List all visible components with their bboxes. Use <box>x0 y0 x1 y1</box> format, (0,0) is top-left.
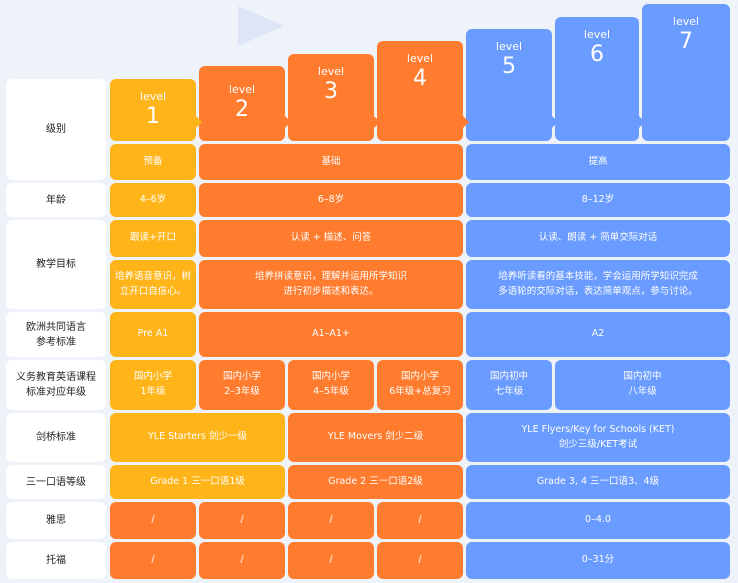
age-l5-7: 8–12岁 <box>466 183 730 217</box>
level-word: level <box>406 52 434 65</box>
arrow-right-icon <box>552 116 558 128</box>
level-number: 2 <box>235 97 249 123</box>
level-5-header: level 5 <box>466 29 552 141</box>
age-l1: 4–6岁 <box>110 183 196 217</box>
curriculum-l5: 国内初中 七年级 <box>466 360 552 410</box>
level-word: level <box>317 65 345 78</box>
play-decoration-icon <box>238 6 284 46</box>
stage-advanced: 提高 <box>466 144 730 180</box>
cefr-l5-7: A2 <box>466 312 730 357</box>
row-label-text: 雅思 <box>46 515 66 526</box>
toefl-l4: / <box>377 542 463 579</box>
trinity-l3-4: Grade 2 三一口语2级 <box>288 465 463 499</box>
row-label-goal: 教学目标 <box>6 220 106 309</box>
goal-top-l2-4: 认读 + 描述、问答 <box>199 220 463 257</box>
level-2-header: level 2 <box>199 66 285 141</box>
trinity-l1-2: Grade 1 三一口语1级 <box>110 465 285 499</box>
level-word: level <box>583 28 611 41</box>
cambridge-l1-2: YLE Starters 剑少一级 <box>110 413 285 462</box>
toefl-l3: / <box>288 542 374 579</box>
cambridge-l3-4: YLE Movers 剑少二级 <box>288 413 463 462</box>
level-number: 1 <box>146 103 160 129</box>
level-number: 5 <box>502 54 516 80</box>
arrow-right-icon <box>463 116 469 128</box>
ielts-l1: / <box>110 502 196 539</box>
curriculum-l2: 国内小学 2–3年级 <box>199 360 285 410</box>
row-label-level: 级别 <box>6 79 106 180</box>
arrow-right-icon <box>639 116 645 128</box>
level-1-header: level 1 <box>110 79 196 141</box>
row-label-trinity: 三一口语等级 <box>6 465 106 499</box>
toefl-l1: / <box>110 542 196 579</box>
cefr-l1: Pre A1 <box>110 312 196 357</box>
level-4-header: level 4 <box>377 41 463 141</box>
row-label-text: 年龄 <box>46 194 66 206</box>
cefr-l2-4: A1–A1+ <box>199 312 463 357</box>
level-number: 7 <box>679 29 693 55</box>
curriculum-l6-7: 国内初中 八年级 <box>555 360 730 410</box>
arrow-right-icon <box>285 116 291 128</box>
row-label-text: 教学目标 <box>36 259 76 270</box>
level-7-header: level 7 <box>642 4 730 141</box>
row-label-text: 欧洲共同语言 参考标准 <box>26 321 86 348</box>
level-word: level <box>139 89 167 103</box>
goal-top-l1: 跟读+开口 <box>110 220 196 257</box>
arrow-right-icon <box>374 116 380 128</box>
goal-bottom-l5-7: 培养听读看的基本技能，学会运用所学知识完成 多语轮的交际对话，表达简单观点，参与… <box>466 260 730 309</box>
curriculum-l1: 国内小学 1年级 <box>110 360 196 410</box>
row-label-text: 剑桥标准 <box>36 432 76 443</box>
goal-bottom-l1: 培养语音意识，树 立开口自信心。 <box>110 260 196 309</box>
arrow-right-icon <box>196 116 202 128</box>
age-l2-4: 6–8岁 <box>199 183 463 217</box>
row-label-toefl: 托福 <box>6 542 106 579</box>
level-number: 3 <box>324 79 338 105</box>
toefl-l5-7: 0–31分 <box>466 542 730 579</box>
row-label-text: 级别 <box>46 124 66 135</box>
toefl-l2: / <box>199 542 285 579</box>
stage-prep: 预备 <box>110 144 196 180</box>
level-word: level <box>228 83 256 97</box>
row-label-text: 义务教育英语课程 标准对应年级 <box>16 372 96 398</box>
level-number: 6 <box>590 42 604 68</box>
row-label-cambridge: 剑桥标准 <box>6 413 106 462</box>
level-number: 4 <box>413 66 427 92</box>
ielts-l4: / <box>377 502 463 539</box>
row-label-cefr: 欧洲共同语言 参考标准 <box>6 312 106 357</box>
goal-top-l5-7: 认读、朗读 + 简单交际对话 <box>466 220 730 257</box>
row-label-curriculum: 义务教育英语课程 标准对应年级 <box>6 360 106 410</box>
ielts-l2: / <box>199 502 285 539</box>
ielts-l5-7: 0–4.0 <box>466 502 730 539</box>
cambridge-l5-7: YLE Flyers/Key for Schools (KET) 剑少三级/KE… <box>466 413 730 462</box>
row-label-age: 年龄 <box>6 183 106 217</box>
ielts-l3: / <box>288 502 374 539</box>
row-label-text: 三一口语等级 <box>26 476 86 488</box>
level-6-header: level 6 <box>555 17 639 141</box>
level-word: level <box>495 40 523 53</box>
row-label-text: 托福 <box>46 555 66 566</box>
goal-bottom-l2-4: 培养拼读意识，理解并运用所学知识 进行初步描述和表达。 <box>199 260 463 309</box>
level-3-header: level 3 <box>288 54 374 141</box>
trinity-l5-7: Grade 3, 4 三一口语3、4级 <box>466 465 730 499</box>
level-word: level <box>672 15 700 28</box>
row-label-ielts: 雅思 <box>6 502 106 539</box>
curriculum-l3: 国内小学 4–5年级 <box>288 360 374 410</box>
stage-basic: 基础 <box>199 144 463 180</box>
curriculum-l4: 国内小学 6年级+总复习 <box>377 360 463 410</box>
